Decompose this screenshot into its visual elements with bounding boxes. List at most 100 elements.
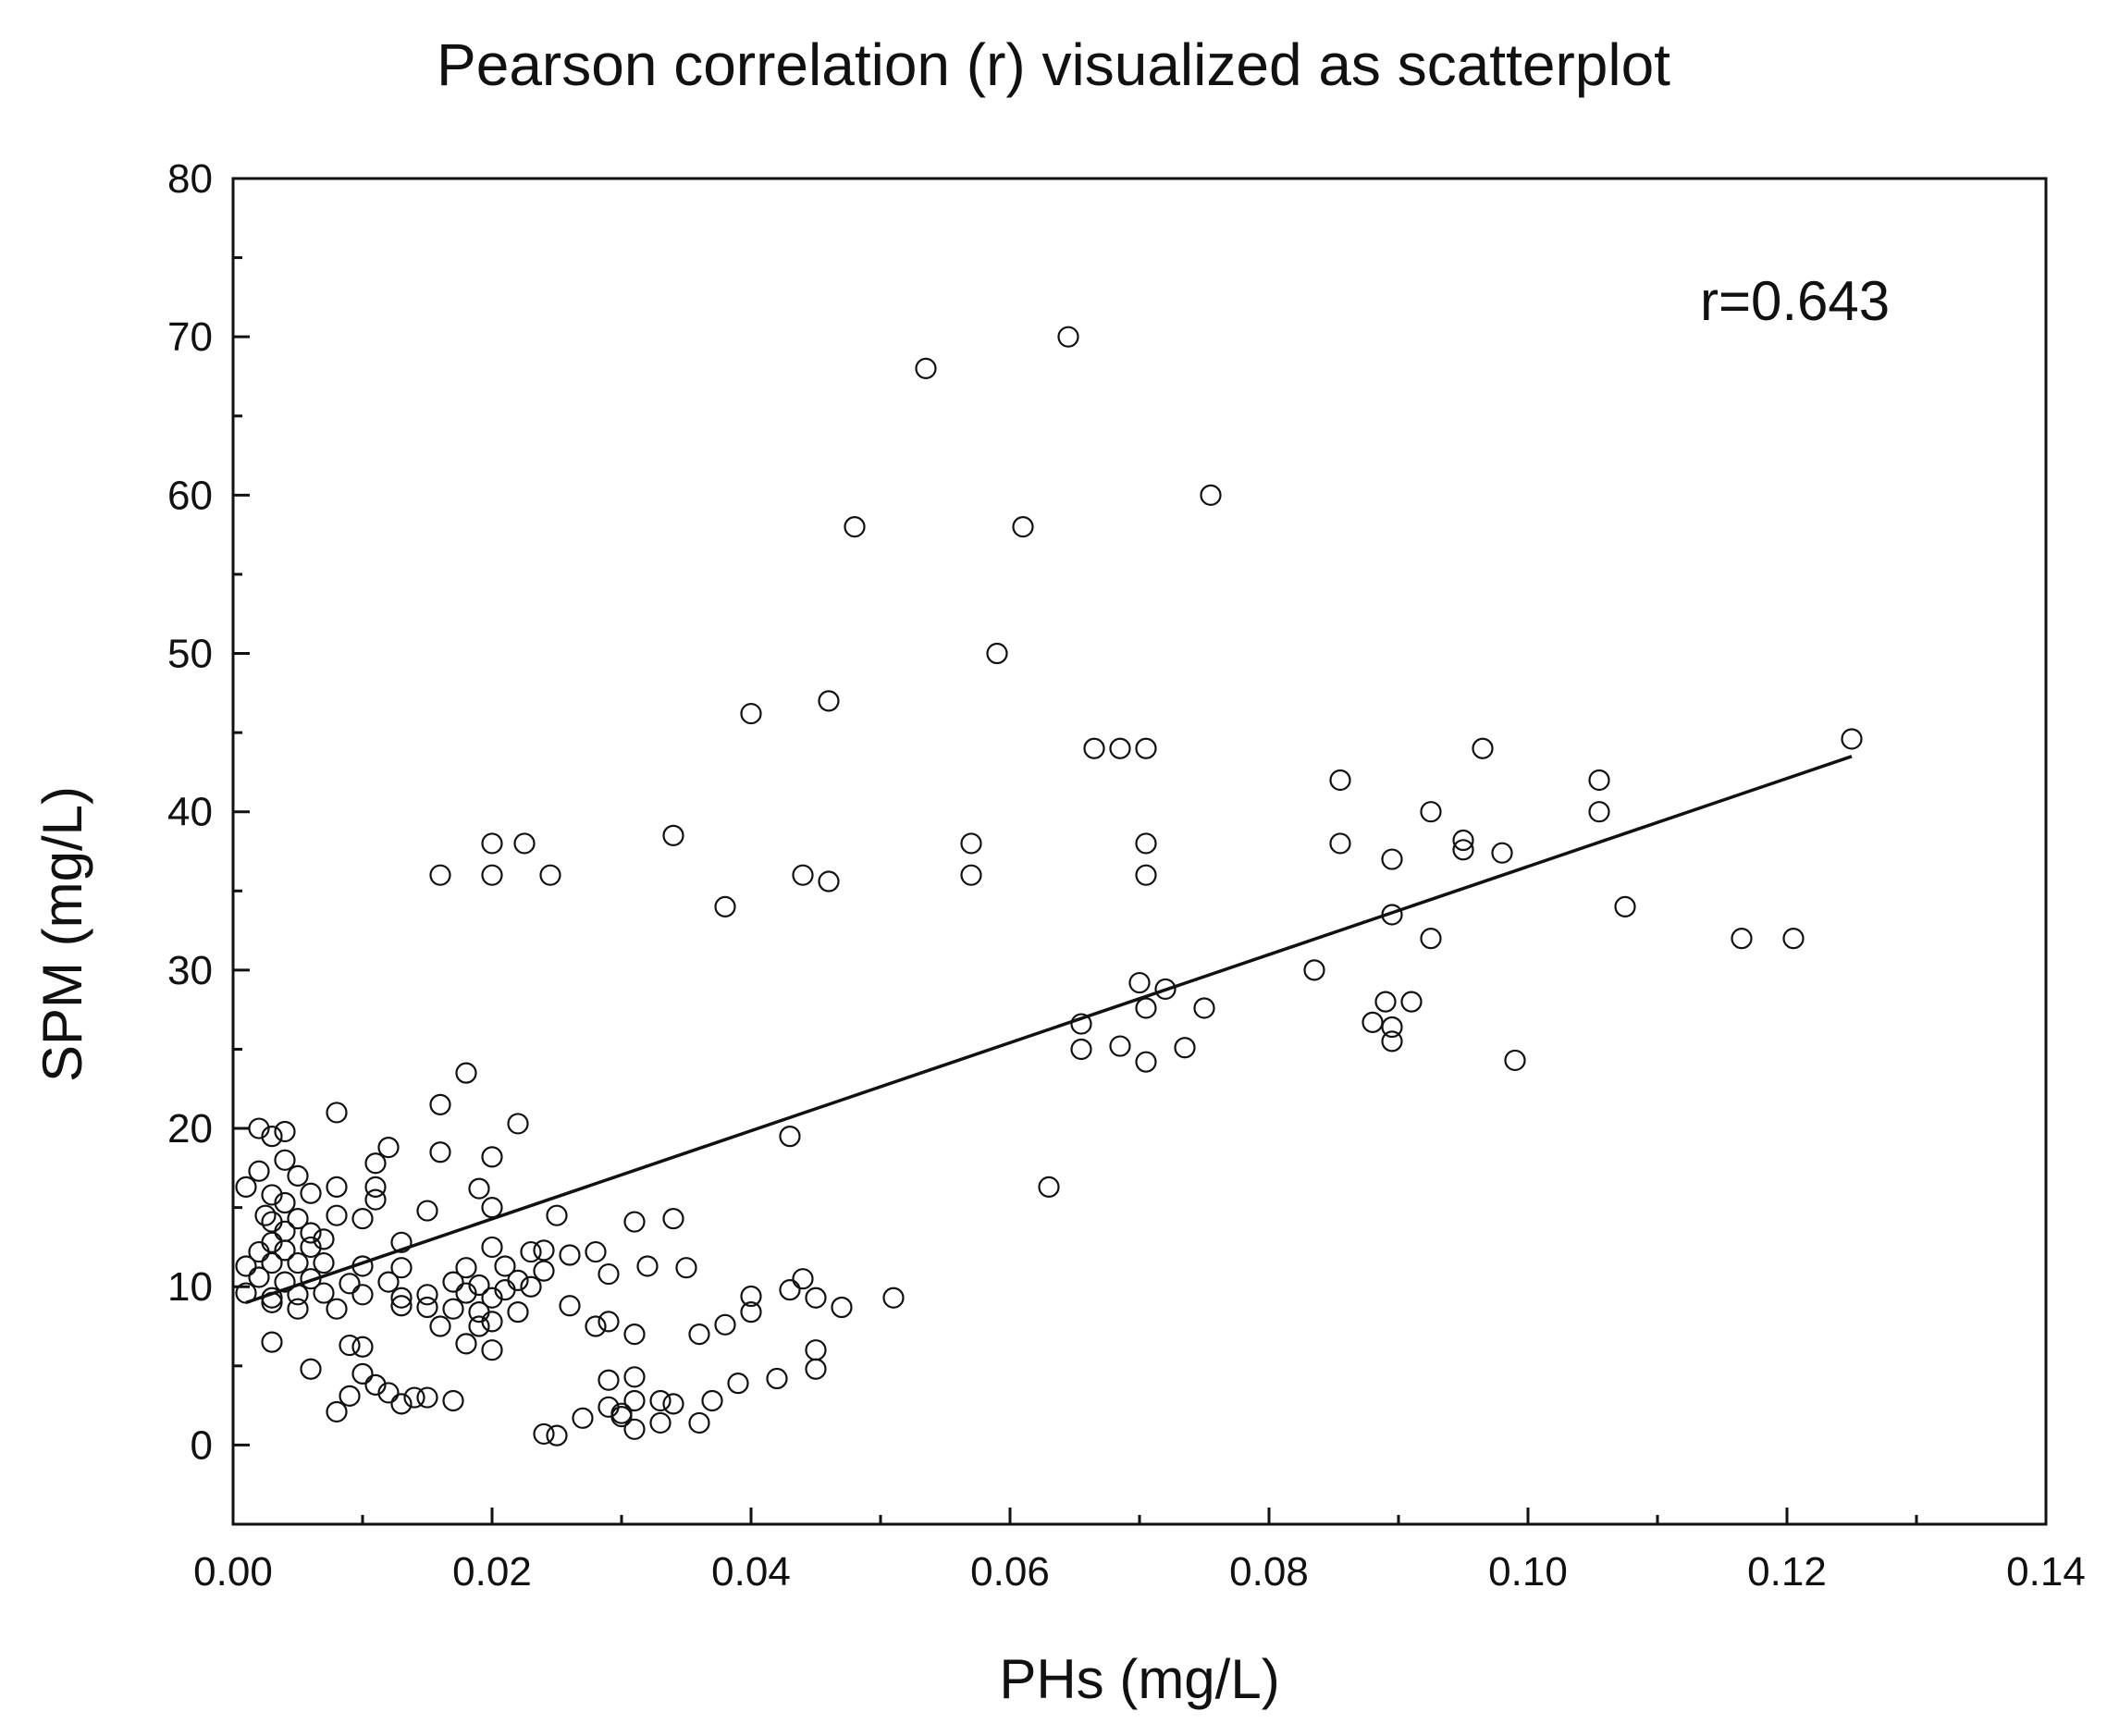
scatter-point — [481, 864, 503, 886]
scatter-point — [1193, 997, 1215, 1019]
scatter-point — [481, 1236, 503, 1259]
scatter-point — [546, 1424, 568, 1447]
scatter-point — [1588, 769, 1610, 792]
y-axis: 0 10 20 30 40 50 60 70 80 — [167, 156, 250, 1526]
y-tick-label: 70 — [167, 314, 213, 360]
scatter-point — [442, 1298, 464, 1320]
scatter-point — [300, 1222, 322, 1244]
scatter-point — [235, 1282, 257, 1304]
scatter-point — [416, 1296, 438, 1319]
scatter-point — [533, 1260, 555, 1282]
scatter-point — [805, 1287, 827, 1309]
scatter-point — [326, 1176, 348, 1198]
scatter-point — [662, 1393, 684, 1415]
scatter-point — [727, 1373, 749, 1395]
scatter-point — [351, 1336, 374, 1358]
scatter-point — [403, 1386, 425, 1409]
scatter-point — [1588, 801, 1610, 823]
scatter-point — [572, 1407, 594, 1429]
scatter-point — [287, 1164, 309, 1188]
scatter-point — [468, 1274, 490, 1297]
scatter-point — [254, 1204, 277, 1226]
scatter-point — [326, 1204, 348, 1226]
scatter-point — [261, 1184, 283, 1206]
scatter-point — [649, 1411, 672, 1434]
scatter-point — [1174, 1037, 1196, 1059]
scatter-point — [274, 1149, 296, 1171]
scatter-point — [416, 1386, 438, 1409]
scatter-point — [351, 1284, 374, 1306]
scatter-point — [818, 690, 840, 712]
scatter-point — [539, 864, 561, 886]
scatter-point — [377, 1136, 400, 1159]
scatter-point — [481, 1287, 503, 1309]
y-tick-label: 10 — [167, 1264, 213, 1310]
scatter-point — [623, 1323, 646, 1346]
trendline-group — [245, 755, 1853, 1305]
scatter-point — [261, 1331, 283, 1353]
scatter-point — [287, 1298, 309, 1320]
scatter-point — [1381, 1016, 1403, 1039]
scatter-point — [623, 1418, 646, 1440]
scatter-point — [1038, 1176, 1060, 1198]
trendline — [245, 755, 1853, 1305]
scatter-point — [377, 1271, 400, 1293]
x-axis-label: PHs (mg/L) — [999, 1648, 1279, 1710]
scatter-point — [1135, 737, 1157, 759]
scatter-point — [1374, 991, 1397, 1013]
x-tick-label: 0.12 — [1747, 1549, 1827, 1594]
scatter-point — [1200, 484, 1222, 506]
scatter-point — [1491, 842, 1513, 864]
scatter-point — [1135, 997, 1157, 1019]
scatter-point — [481, 1311, 503, 1333]
scatter-point — [429, 1315, 451, 1337]
scatter-point — [313, 1251, 335, 1274]
y-tick-label: 30 — [167, 948, 213, 993]
scatter-point — [326, 1400, 348, 1423]
scatter-point — [507, 1301, 529, 1324]
scatter-point — [740, 1285, 762, 1308]
scatter-point — [1400, 991, 1423, 1013]
scatter-point — [390, 1231, 413, 1253]
scatter-point — [300, 1182, 322, 1204]
scatter-point — [714, 1313, 736, 1336]
scatter-point — [481, 832, 503, 855]
scatter-point — [468, 1177, 490, 1200]
scatter-point — [416, 1284, 438, 1306]
x-tick-label: 0.06 — [970, 1549, 1050, 1594]
scatter-point — [300, 1236, 322, 1259]
scatter-point — [339, 1334, 361, 1357]
scatter-point — [390, 1257, 413, 1279]
scatter-point — [792, 1268, 814, 1290]
scatter-point — [559, 1295, 581, 1317]
y-tick-label: 0 — [191, 1422, 213, 1468]
scatter-point — [377, 1382, 400, 1404]
scatter-point — [533, 1239, 555, 1262]
scatter-point — [287, 1251, 309, 1274]
scatter-point — [1381, 1030, 1403, 1053]
scatter-point — [390, 1393, 413, 1415]
scatter-point — [248, 1240, 270, 1263]
scatter-point — [585, 1315, 607, 1337]
scatter-point — [429, 864, 451, 886]
scatter-point — [986, 642, 1008, 665]
x-tick-label: 0.00 — [193, 1549, 273, 1594]
scatter-point — [481, 1146, 503, 1168]
scatter-point — [636, 1255, 659, 1277]
scatter-point — [1329, 832, 1351, 855]
scatter-point — [779, 1279, 801, 1301]
scatter-point — [300, 1358, 322, 1380]
scatter-point — [1070, 1038, 1092, 1061]
scatter-point — [390, 1295, 413, 1317]
scatter-point — [1057, 326, 1079, 348]
scatter-point — [598, 1369, 620, 1391]
scatter-point — [261, 1251, 283, 1274]
scatter-point — [507, 1113, 529, 1135]
scatter-point — [598, 1262, 620, 1286]
scatter-point — [1420, 928, 1442, 950]
scatter-point — [520, 1240, 542, 1263]
scatter-point — [585, 1240, 607, 1263]
scatter-point — [546, 1204, 568, 1226]
scatter-point — [915, 357, 937, 380]
